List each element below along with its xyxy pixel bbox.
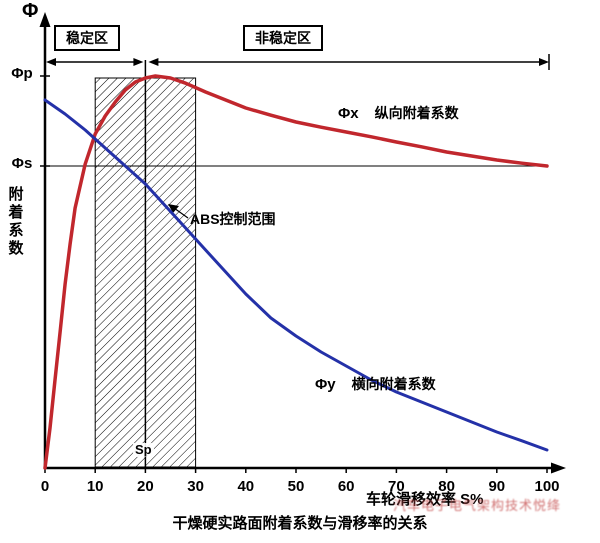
x-tick-label: 60 [338,478,355,495]
watermark: 汽车电子电气架构技术悦绛 [393,498,562,513]
lateral-curve-label: Φy 横向附着系数 [315,374,436,394]
x-tick-label: 30 [187,478,204,495]
y-axis-symbol: Φ [22,0,39,22]
x-axis-arrowhead [551,462,566,474]
x-tick-label: 100 [534,478,559,495]
phi-y-symbol: Φy [315,376,336,393]
x-tick-label: 80 [438,478,455,495]
abs-leader-arrowhead [168,204,179,213]
x-axis-title: 车轮滑移效率 S% [366,491,484,508]
lateral-adhesion-curve [43,98,549,452]
phi-s-label: Φs [11,155,33,172]
y-axis-title: 附着系数 [6,186,24,258]
x-tick-label: 20 [137,478,154,495]
unstable-zone-label: 非稳定区 [243,25,323,51]
sp-label: Sp [133,442,154,458]
phi-p-label: Φp [11,65,33,82]
stable-zone-label: 稳定区 [54,25,120,51]
abs-control-range-label: ABS控制范围 [190,211,276,227]
x-tick-label: 90 [488,478,505,495]
figure-caption: 干燥硬实路面附着系数与滑移率的关系 [172,515,428,532]
lateral-text: 横向附着系数 [351,376,436,392]
x-tick-label: 0 [41,478,49,495]
abs-leader-line [173,207,189,219]
x-tick-label: 10 [87,478,104,495]
y-axis-arrowhead [39,12,51,27]
x-tick-label: 70 [388,478,405,495]
longitudinal-adhesion-curve [43,74,549,470]
x-tick-label: 50 [288,478,305,495]
longitudinal-curve-label: Φx 纵向附着系数 [338,103,459,123]
phi-x-symbol: Φx [338,105,359,122]
x-tick-label: 40 [237,478,254,495]
longitudinal-text: 纵向附着系数 [374,105,459,121]
